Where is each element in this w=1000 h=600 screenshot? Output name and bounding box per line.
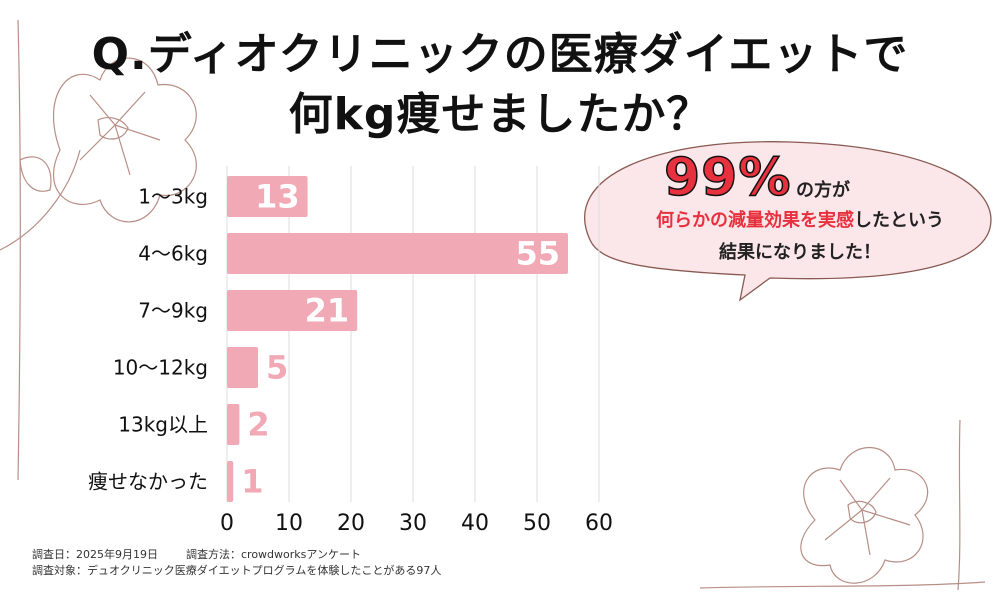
category-label-3: 10〜12kg xyxy=(113,356,208,380)
callout-line2-rest: したという xyxy=(854,210,944,231)
flower-decoration-left xyxy=(0,19,197,481)
speech-bubble xyxy=(584,141,992,302)
callout-suffix: の方が xyxy=(796,180,850,201)
flower-decoration-right xyxy=(699,419,986,591)
callout-percent: 99% xyxy=(663,147,792,209)
callout-highlight: 何らかの減量効果を実感 xyxy=(656,210,854,231)
x-tick-10: 10 xyxy=(275,511,303,536)
bar-1 xyxy=(227,233,568,274)
page-title-line1: Q.ディオクリニックの医療ダイエットで xyxy=(91,29,909,80)
survey-method: 調査方法：crowdworksアンケート xyxy=(186,548,361,561)
category-label-4: 13kg以上 xyxy=(118,413,208,437)
grid-lines xyxy=(226,166,600,502)
x-tick-20: 20 xyxy=(337,511,365,536)
bar-0 xyxy=(227,176,308,217)
category-label-1: 4〜6kg xyxy=(138,242,208,266)
category-label-0: 1〜3kg xyxy=(138,185,208,209)
x-tick-30: 30 xyxy=(399,511,427,536)
x-tick-40: 40 xyxy=(461,511,489,536)
bar-2 xyxy=(227,290,358,331)
value-label-5: 1 xyxy=(241,463,263,501)
value-label-1: 55 xyxy=(515,235,560,273)
survey-target: 調査対象：デュオクリニック医療ダイエットプログラムを体験したことがある97人 xyxy=(32,564,442,577)
survey-date: 調査日：2025年9月19日 xyxy=(32,548,158,561)
x-tick-labels: 0 10 20 30 40 50 60 xyxy=(220,511,613,536)
x-tick-50: 50 xyxy=(523,511,551,536)
callout-line3: 結果になりました！ xyxy=(719,242,881,263)
bar-3 xyxy=(227,347,258,388)
bar-4 xyxy=(227,404,240,445)
category-label-5: 痩せなかった xyxy=(88,470,208,494)
callout-line2: 何らかの減量効果を実感したという xyxy=(600,206,1000,232)
x-tick-0: 0 xyxy=(220,511,234,536)
x-tick-60: 60 xyxy=(585,511,613,536)
value-label-2: 21 xyxy=(305,292,350,330)
value-label-3: 5 xyxy=(266,349,288,387)
category-label-2: 7〜9kg xyxy=(138,299,208,323)
bars xyxy=(227,176,568,502)
footer-line1: 調査日：2025年9月19日 調査方法：crowdworksアンケート xyxy=(32,546,361,562)
bar-5 xyxy=(227,461,234,502)
page-title-line2: 何kg痩せましたか？ xyxy=(288,89,712,140)
value-label-4: 2 xyxy=(247,406,269,444)
value-label-0: 13 xyxy=(255,178,300,216)
